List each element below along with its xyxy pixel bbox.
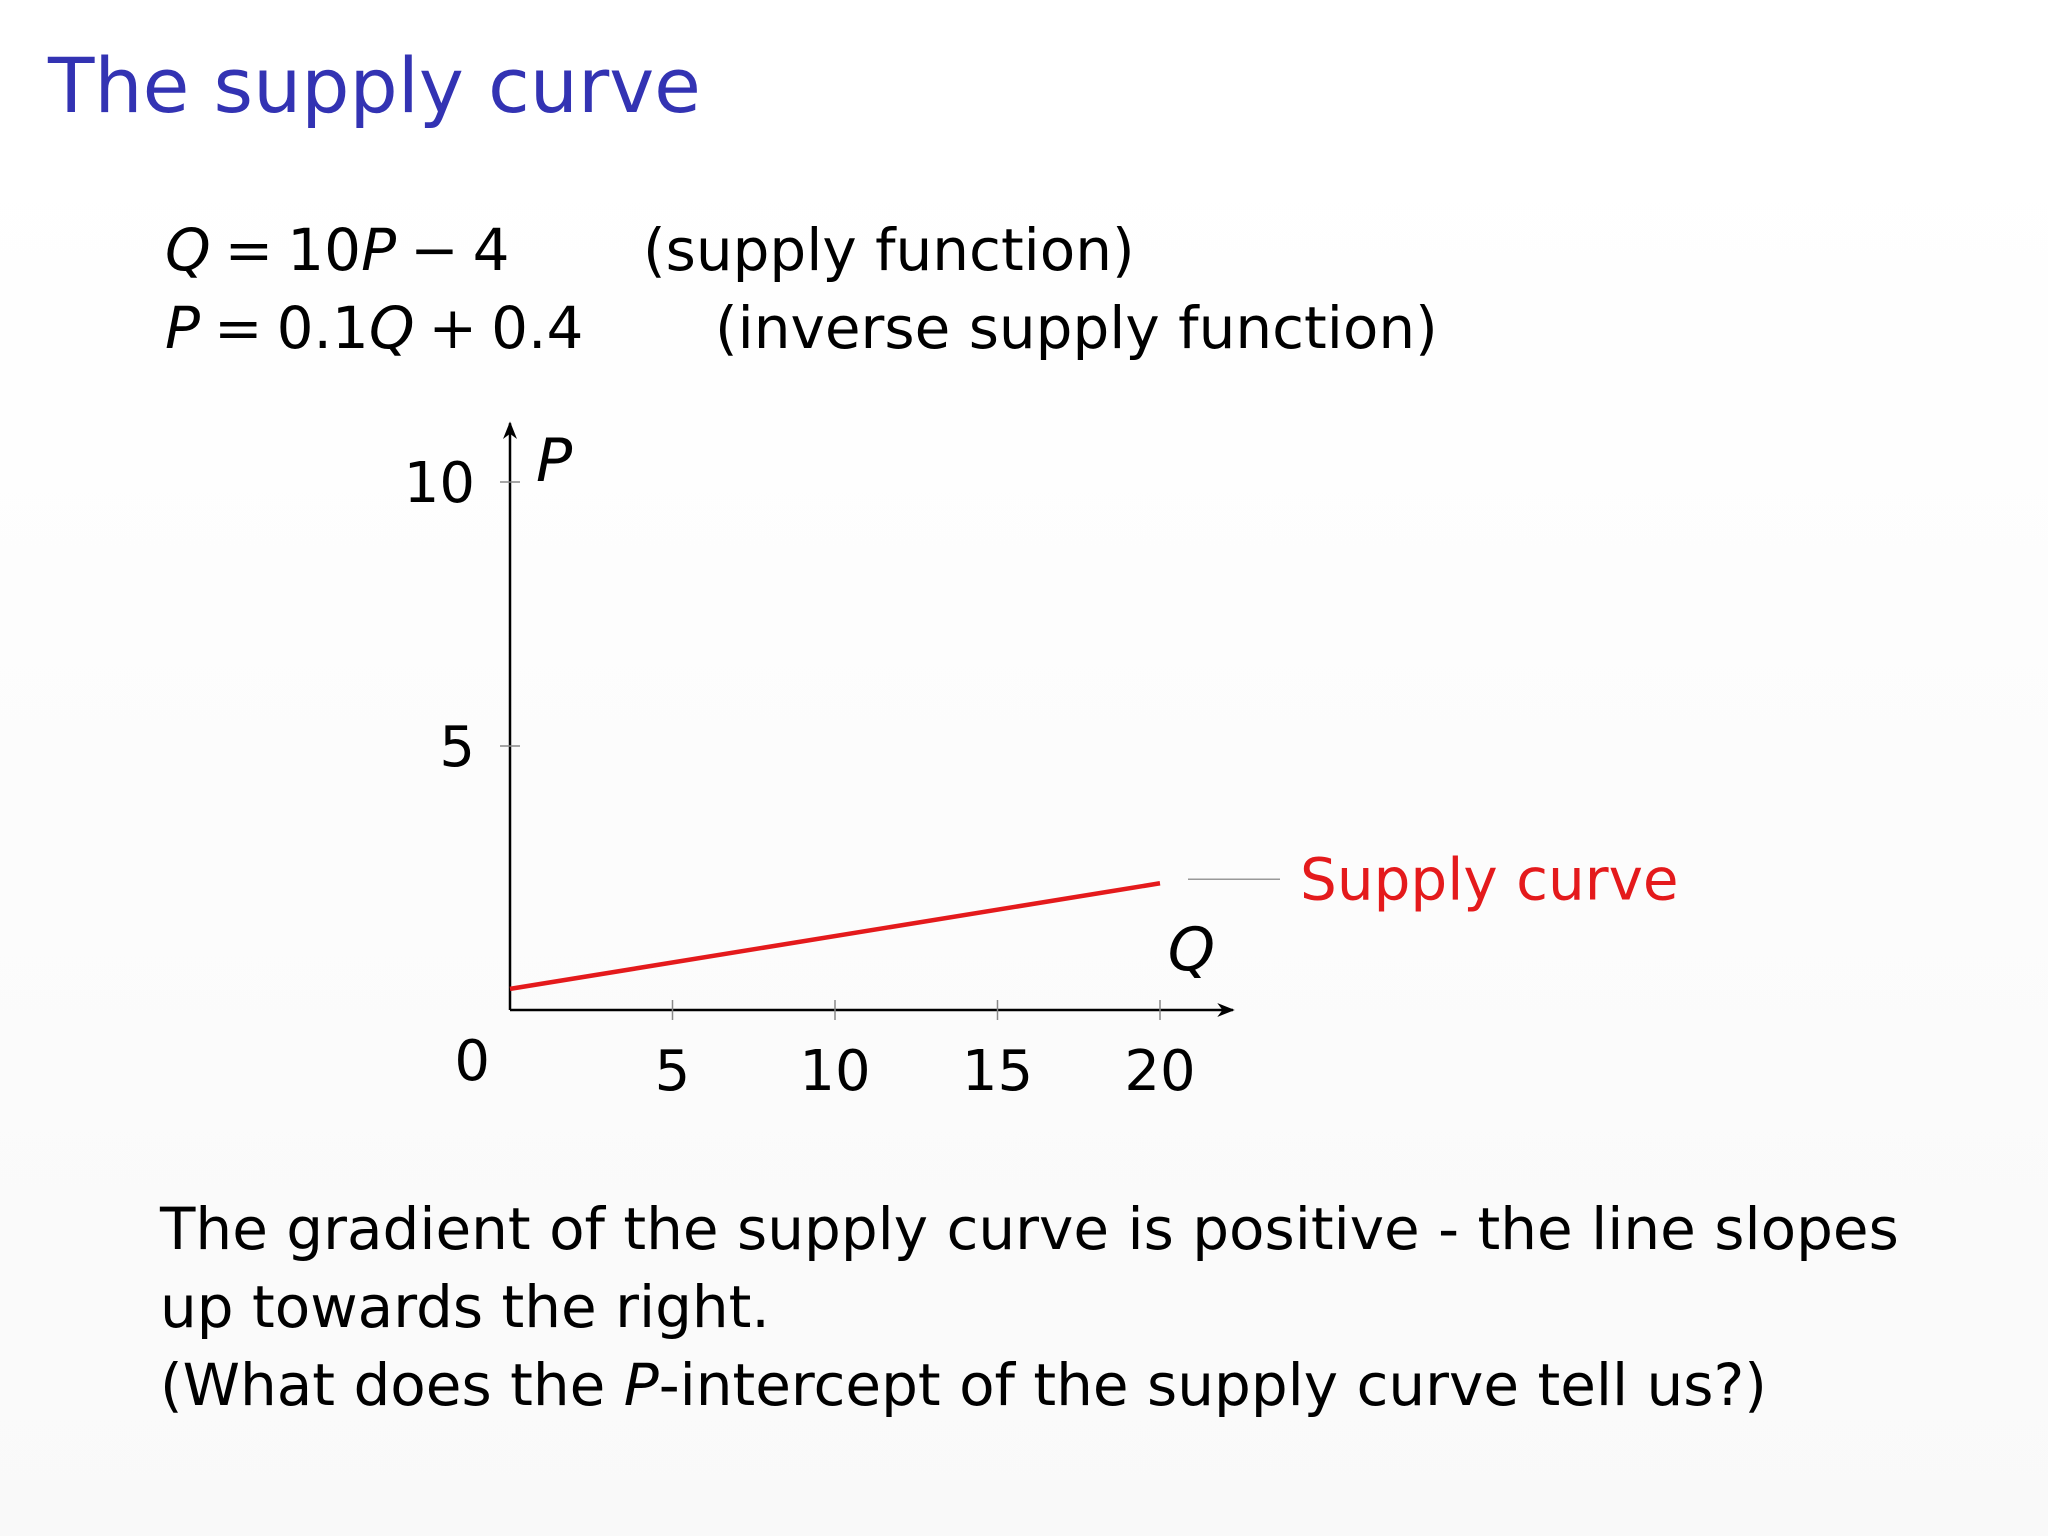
equation-equals: =	[224, 216, 274, 284]
equation-math: Q = 10P −4	[165, 210, 510, 290]
x-tick-label: 5	[655, 1039, 691, 1104]
body-question-end: -intercept of the supply curve tell us?)	[658, 1351, 1767, 1419]
equation-constant: 0.4	[491, 294, 584, 362]
y-tick-label: 5	[439, 715, 475, 780]
equation-coefficient: 10	[287, 216, 362, 284]
equation-operator: −	[410, 216, 459, 284]
equation-note: (supply function)	[643, 216, 1135, 284]
equation-variable: Q	[368, 294, 415, 362]
equation-operator: +	[428, 294, 478, 362]
x-tick-label: 15	[962, 1039, 1033, 1104]
y-axis-label: P	[536, 426, 573, 496]
x-axis-label: Q	[1168, 915, 1215, 985]
body-question-start: (What does the	[160, 1351, 624, 1419]
y-tick-label: 10	[404, 451, 475, 516]
supply-curve-annotation: Supply curve	[1300, 845, 1679, 913]
body-question-variable: P	[623, 1351, 659, 1419]
equation-constant: 4	[472, 216, 510, 284]
equation-equals: =	[213, 294, 263, 362]
equation-coefficient: 0.1	[276, 294, 369, 362]
body-line-question: (What does the P-intercept of the supply…	[160, 1346, 1980, 1424]
body-line-gradient: The gradient of the supply curve is posi…	[160, 1195, 1899, 1341]
body-text: The gradient of the supply curve is posi…	[160, 1190, 1980, 1424]
supply-curve-line	[509, 881, 1161, 992]
equation-lhs: Q	[165, 216, 211, 284]
chart-plot-area: 5 10 15 20 5 10 0 Q P Supply curve	[404, 421, 1679, 1104]
x-tick-label: 10	[799, 1039, 870, 1104]
equation-variable: P	[361, 216, 397, 284]
x-tick-label: 20	[1124, 1039, 1195, 1104]
origin-label: 0	[454, 1029, 490, 1094]
slide-title: The supply curve	[48, 41, 701, 130]
equation-math: P = 0.1Q +0.4	[165, 288, 583, 368]
equation-lhs: P	[165, 294, 200, 362]
equation-note: (inverse supply function)	[715, 294, 1438, 362]
